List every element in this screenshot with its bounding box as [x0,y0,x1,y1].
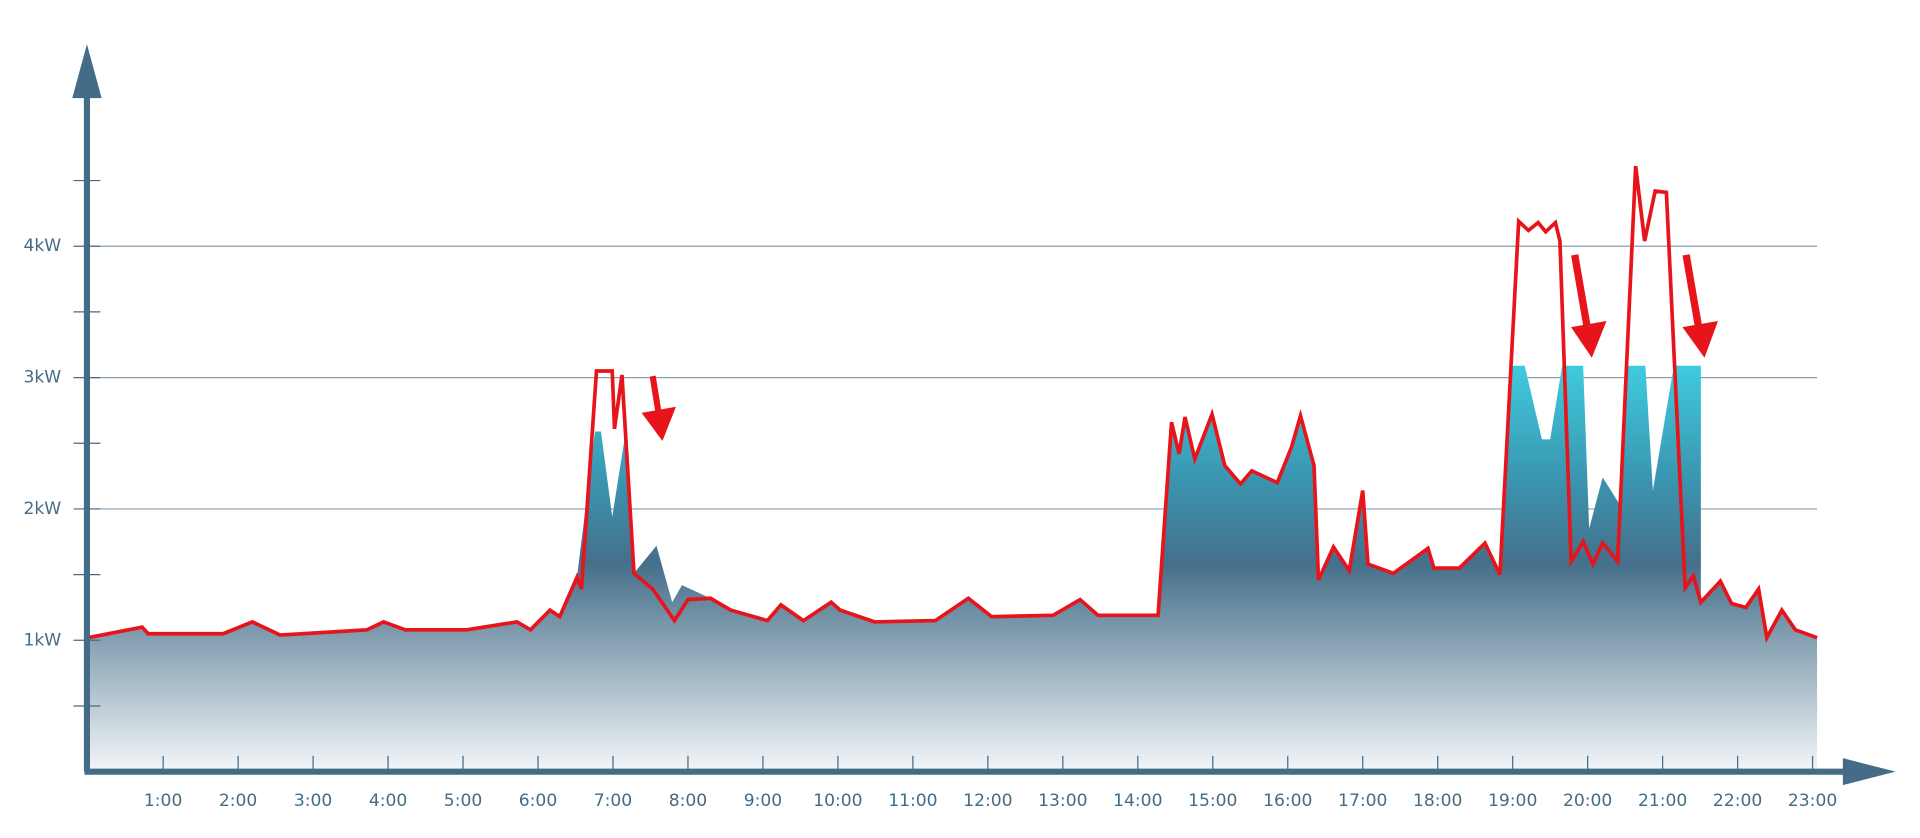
x-tick-label: 2:00 [219,791,257,811]
y-tick-label: 1kW [23,630,61,650]
x-tick-label: 7:00 [594,791,632,811]
x-tick-label: 13:00 [1038,791,1087,811]
marks [87,165,1818,772]
x-tick-label: 17:00 [1338,791,1387,811]
x-tick-label: 9:00 [744,791,782,811]
x-tick-label: 10:00 [813,791,862,811]
x-tick-label: 21:00 [1638,791,1687,811]
x-tick-label: 8:00 [669,791,707,811]
annotation-arrow [1571,254,1591,327]
x-tick-label: 12:00 [963,791,1012,811]
x-tick-label: 1:00 [144,791,182,811]
x-tick-label: 15:00 [1188,791,1237,811]
x-tick-label: 14:00 [1113,791,1162,811]
x-tick-label: 6:00 [519,791,557,811]
x-tick-label: 22:00 [1713,791,1762,811]
y-tick-label: 3kW [23,368,61,388]
line [87,165,1818,644]
y-tick-label: 4kW [23,236,61,256]
y-tick-label: 2kW [23,499,61,519]
area [88,365,1818,772]
x-tick-label: 3:00 [294,791,332,811]
y-axis-arrow [72,44,102,99]
x-tick-label: 20:00 [1563,791,1612,811]
x-tick-label: 23:00 [1788,791,1837,811]
x-axis-arrow [1842,758,1896,786]
annotation-arrow-head [1682,321,1718,358]
axes: 1kW 2kW 3kW 4kW 1:00 2:00 3:00 4:00 5:00 6:00 7:00… [23,44,1896,811]
x-tick-label: 11:00 [888,791,937,811]
x-tick-label: 16:00 [1263,791,1312,811]
x-tick-label: 5:00 [444,791,482,811]
annotations [641,254,1718,442]
x-tick-label: 4:00 [369,791,407,811]
annotation-arrow-head [641,406,676,442]
x-tick-label: 18:00 [1413,791,1462,811]
annotation-arrow-head [1571,321,1607,358]
x-tick-label: 19:00 [1488,791,1537,811]
annotation-arrow [1682,254,1702,327]
annotation-arrow [649,375,662,415]
